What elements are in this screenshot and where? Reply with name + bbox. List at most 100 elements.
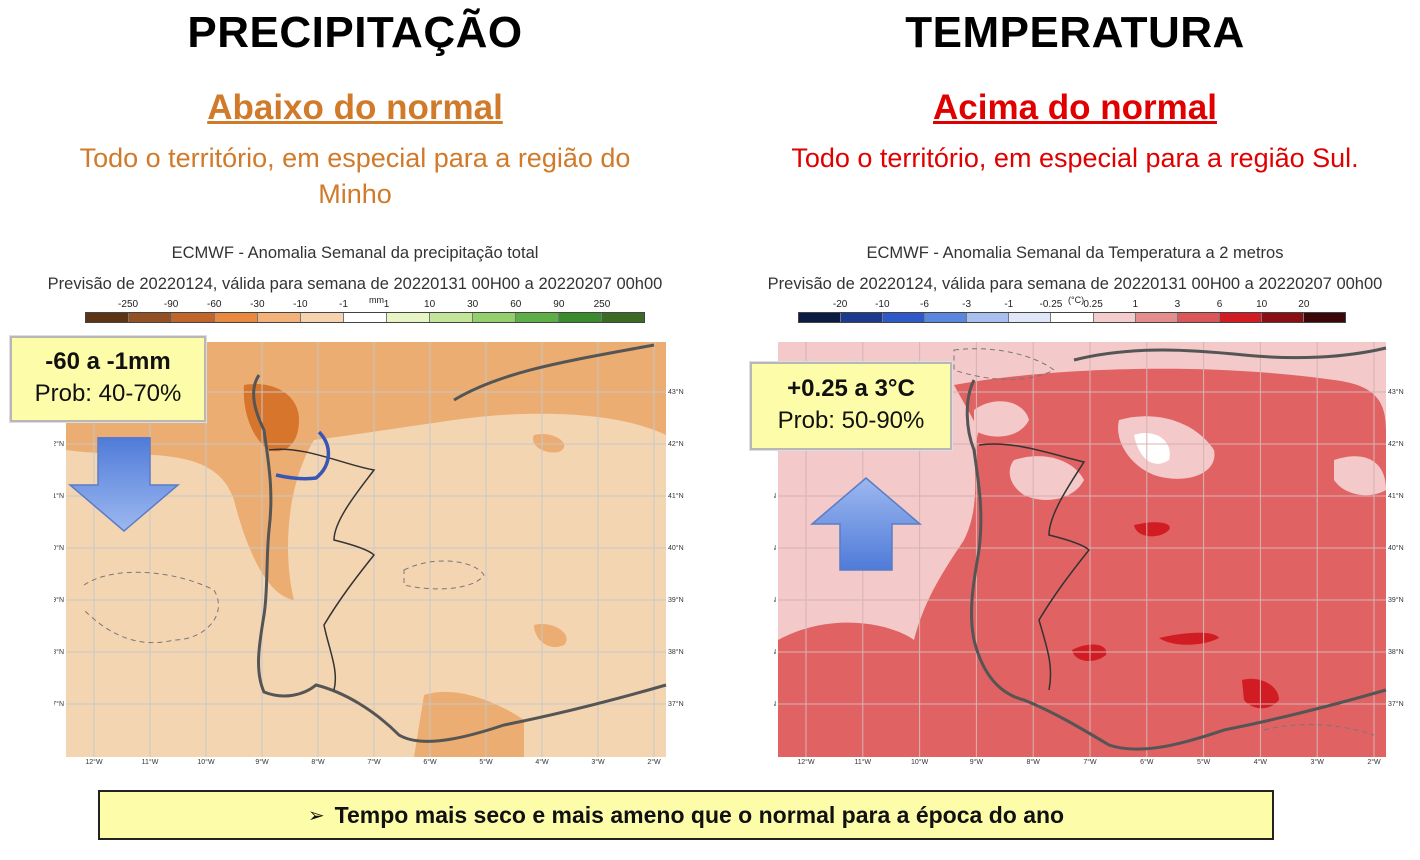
legend-tick-label: 20 — [1298, 299, 1310, 310]
latitude-label: 37°N — [1388, 700, 1404, 708]
legend-color-cell — [1261, 313, 1304, 322]
legend-color-cell — [430, 313, 473, 322]
legend-color-cell — [473, 313, 516, 322]
legend-tick-label: 30 — [467, 299, 479, 310]
legend-color-cell — [1177, 313, 1220, 322]
legend-tick-label: 10 — [1256, 299, 1268, 310]
legend-color-cell — [301, 313, 344, 322]
latitude-label: 42°N — [1388, 440, 1404, 448]
temperature-callout-value: +0.25 a 3°C — [787, 375, 915, 402]
precipitation-outlook: Abaixo do normal — [207, 88, 503, 127]
precipitation-legend-ticks: -250 -90 -60 -30 -10 -1 1 10 30 60 90 250 — [85, 296, 645, 312]
legend-tick-label: -10 — [293, 299, 308, 310]
temperature-description: Todo o território, em especial para a re… — [791, 143, 1359, 173]
latitude-label: 43°N — [1388, 388, 1404, 396]
temperature-section-title: TEMPERATURA — [905, 8, 1245, 57]
temperature-legend-ticks: -20 -10 -6 -3 -1 -0.25 0.25 1 3 6 10 20 — [798, 296, 1346, 312]
legend-tick-label: -250 — [118, 299, 139, 310]
longitude-label: 7°W — [367, 758, 381, 765]
latitude-label: 39°N — [668, 596, 684, 604]
legend-tick-label: 60 — [510, 299, 522, 310]
summary-text: Tempo mais seco e mais ameno que o norma… — [334, 801, 1065, 828]
latitude-label: 40°N — [54, 544, 64, 552]
legend-tick-label: 10 — [424, 299, 436, 310]
legend-tick-label: -1 — [1004, 299, 1014, 310]
legend-tick-label: -10 — [875, 299, 890, 310]
arrow-up-icon — [810, 477, 922, 571]
latitude-label: 42°N — [668, 440, 684, 448]
temperature-legend-bar — [798, 312, 1346, 323]
longitude-label: 5°W — [479, 758, 493, 765]
legend-color-cell — [967, 313, 1010, 322]
longitude-label: 12°W — [797, 758, 815, 765]
longitude-label: 10°W — [197, 758, 215, 765]
precipitation-legend-bar — [85, 312, 645, 323]
temperature-chart-subtitle: Previsão de 20220124, válida para semana… — [767, 275, 1383, 293]
longitude-label: 4°W — [535, 758, 549, 765]
longitude-label: 9°W — [970, 758, 984, 765]
legend-color-cell — [1093, 313, 1136, 322]
legend-tick-label: -3 — [962, 299, 972, 310]
longitude-label: 6°W — [1140, 758, 1154, 765]
legend-color-cell — [602, 313, 644, 322]
temperature-legend: -20 -10 -6 -3 -1 -0.25 0.25 1 3 6 10 20 (°C) — [798, 295, 1346, 323]
precipitation-description: Todo o território, em especial para a re… — [79, 143, 631, 209]
latitude-label: 40°N — [774, 544, 776, 552]
legend-color-cell — [925, 313, 968, 322]
legend-tick-label: -6 — [920, 299, 929, 310]
latitude-label: 40°N — [668, 544, 684, 552]
longitude-label: 3°W — [1311, 758, 1325, 765]
legend-color-cell — [215, 313, 258, 322]
legend-color-cell — [1135, 313, 1178, 322]
summary-banner: ➢ Tempo mais seco e mais ameno que o nor… — [98, 790, 1274, 840]
latitude-label: 40°N — [1388, 544, 1404, 552]
legend-color-cell — [1009, 313, 1052, 322]
latitude-label: 41°N — [668, 492, 684, 500]
legend-color-cell — [344, 313, 387, 322]
precipitation-callout-prob: Prob: 40-70% — [34, 380, 182, 407]
legend-color-cell — [1219, 313, 1262, 322]
longitude-label: 8°W — [311, 758, 325, 765]
longitude-label: 4°W — [1254, 758, 1268, 765]
legend-color-cell — [799, 313, 842, 322]
latitude-label: 39°N — [1388, 596, 1404, 604]
temperature-chart-title: ECMWF - Anomalia Semanal da Temperatura … — [866, 244, 1284, 262]
latitude-label: 41°N — [54, 492, 64, 500]
legend-tick-label: 90 — [553, 299, 565, 310]
precipitation-chart-title: ECMWF - Anomalia Semanal da precipitação… — [171, 244, 539, 262]
arrow-down-icon — [68, 437, 180, 532]
latitude-label: 37°N — [668, 700, 684, 708]
legend-tick-label: -1 — [339, 299, 348, 310]
latitude-label: 38°N — [1388, 648, 1404, 656]
legend-color-cell — [1051, 313, 1094, 322]
arrow-bullet-icon: ➢ — [307, 804, 325, 827]
latitude-label: 41°N — [774, 492, 776, 500]
longitude-label: 5°W — [1197, 758, 1211, 765]
legend-color-cell — [516, 313, 559, 322]
legend-tick-label: -0.25 — [1039, 299, 1063, 310]
legend-tick-label: 250 — [593, 299, 611, 310]
latitude-label: 42°N — [54, 440, 64, 448]
precipitation-legend-unit: mm — [369, 295, 384, 305]
longitude-label: 8°W — [1027, 758, 1041, 765]
latitude-label: 38°N — [668, 648, 684, 656]
latitude-label: 38°N — [774, 648, 776, 656]
longitude-label: 12°W — [85, 758, 103, 765]
legend-tick-label: 1 — [1132, 299, 1138, 310]
legend-tick-label: 0.25 — [1083, 299, 1103, 310]
longitude-label: 2°W — [647, 758, 661, 765]
longitude-label: 3°W — [591, 758, 605, 765]
temperature-legend-unit: (°C) — [1068, 295, 1085, 305]
longitude-label: 9°W — [255, 758, 269, 765]
legend-tick-label: -90 — [163, 299, 179, 310]
legend-color-cell — [172, 313, 215, 322]
legend-color-cell — [841, 313, 884, 322]
precipitation-callout: -60 a -1mm Prob: 40-70% — [10, 336, 206, 422]
longitude-label: 7°W — [1083, 758, 1097, 765]
legend-color-cell — [387, 313, 430, 322]
legend-tick-label: -60 — [206, 299, 222, 310]
latitude-label: 37°N — [54, 700, 64, 708]
longitude-label: 6°W — [423, 758, 437, 765]
precipitation-callout-value: -60 a -1mm — [45, 348, 171, 375]
temperature-callout: +0.25 a 3°C Prob: 50-90% — [750, 362, 952, 450]
